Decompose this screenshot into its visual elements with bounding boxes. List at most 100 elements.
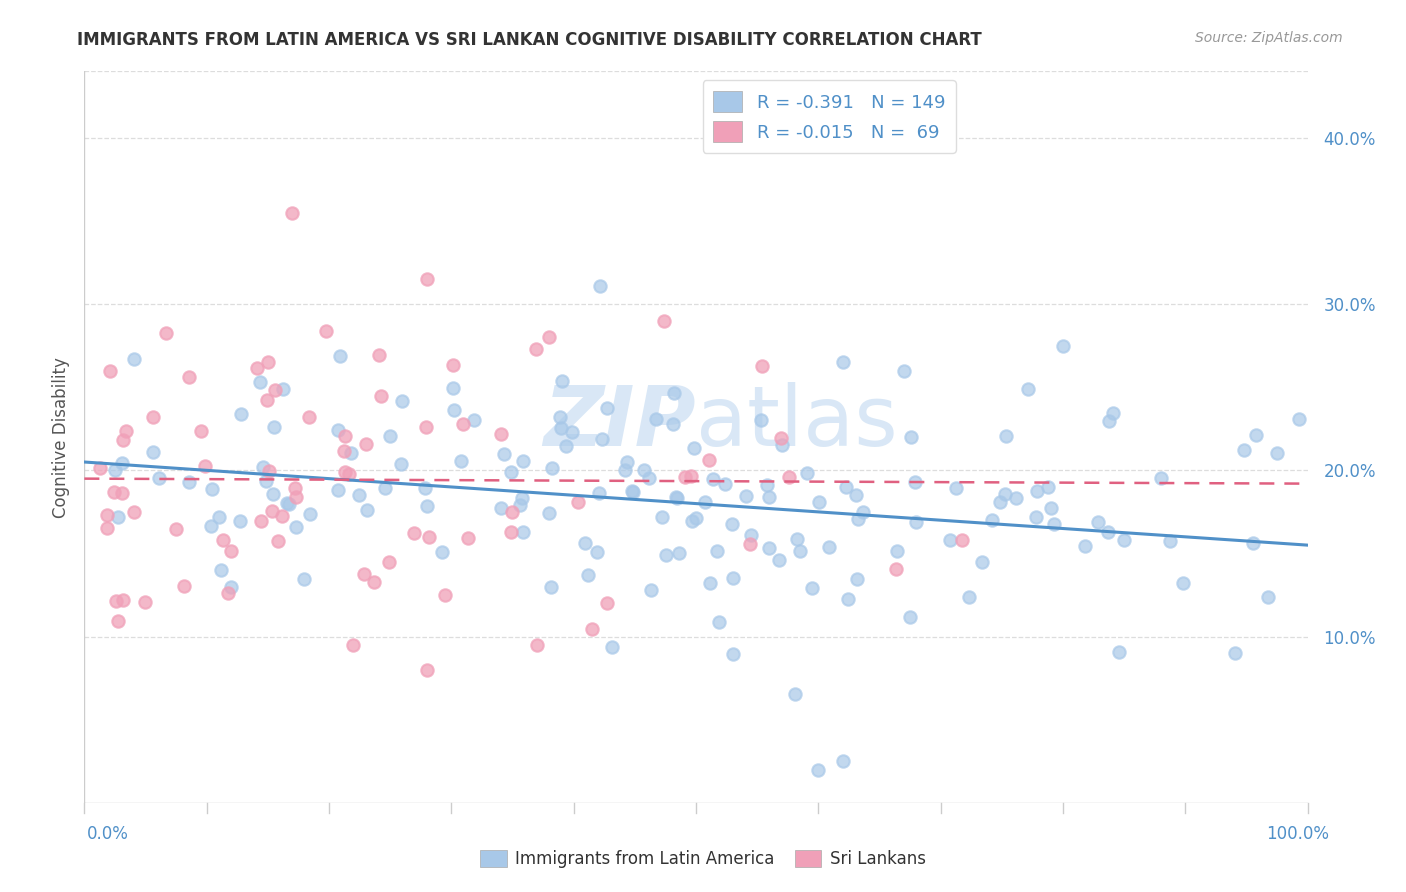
Point	[567, 495, 589, 509]
Point	[1025, 483, 1047, 498]
Point	[96, 521, 118, 535]
Point	[1039, 501, 1062, 516]
Point	[415, 419, 437, 434]
Point	[329, 349, 352, 363]
Point	[499, 525, 522, 540]
Point	[354, 437, 377, 451]
Point	[900, 430, 922, 444]
Point	[229, 514, 252, 528]
Point	[112, 593, 135, 607]
Point	[267, 534, 290, 549]
Point	[621, 484, 644, 499]
Point	[389, 457, 412, 471]
Point	[831, 754, 853, 768]
Point	[904, 515, 927, 529]
Point	[363, 574, 385, 589]
Point	[315, 324, 337, 338]
Y-axis label: Cognitive Disability: Cognitive Disability	[52, 357, 70, 517]
Point	[115, 424, 138, 438]
Point	[789, 544, 811, 558]
Point	[257, 465, 280, 479]
Point	[1265, 446, 1288, 460]
Point	[443, 403, 465, 417]
Point	[509, 498, 531, 512]
Point	[950, 533, 973, 548]
Point	[98, 364, 121, 378]
Point	[263, 420, 285, 434]
Point	[602, 640, 624, 655]
Point	[284, 490, 307, 504]
Point	[148, 471, 170, 485]
Point	[541, 461, 564, 475]
Point	[538, 330, 561, 344]
Point	[263, 383, 285, 397]
Point	[749, 413, 772, 427]
Point	[540, 580, 562, 594]
Point	[995, 429, 1018, 443]
Point	[524, 342, 547, 356]
Point	[298, 409, 321, 424]
Point	[633, 463, 655, 477]
Point	[349, 488, 371, 502]
Point	[845, 572, 868, 586]
Point	[107, 614, 129, 628]
Point	[335, 429, 357, 443]
Point	[699, 576, 721, 591]
Text: 100.0%: 100.0%	[1265, 825, 1329, 843]
Legend: Immigrants from Latin America, Sri Lankans: Immigrants from Latin America, Sri Lanka…	[474, 843, 932, 875]
Point	[988, 495, 1011, 509]
Point	[697, 452, 720, 467]
Point	[418, 530, 440, 544]
Point	[249, 375, 271, 389]
Point	[96, 508, 118, 522]
Point	[271, 382, 294, 396]
Point	[416, 272, 439, 286]
Point	[105, 593, 128, 607]
Point	[886, 543, 908, 558]
Point	[194, 458, 217, 473]
Text: ZIP: ZIP	[543, 382, 696, 463]
Point	[846, 512, 869, 526]
Point	[337, 467, 360, 481]
Point	[333, 465, 356, 479]
Point	[616, 455, 638, 469]
Point	[332, 444, 354, 458]
Point	[1098, 413, 1121, 427]
Point	[758, 541, 780, 555]
Point	[254, 475, 277, 489]
Point	[326, 423, 349, 437]
Point	[256, 392, 278, 407]
Point	[142, 445, 165, 459]
Point	[893, 363, 915, 377]
Point	[89, 461, 111, 475]
Point	[758, 491, 780, 505]
Point	[588, 279, 610, 293]
Point	[884, 562, 907, 576]
Point	[1246, 428, 1268, 442]
Point	[574, 536, 596, 550]
Point	[740, 528, 762, 542]
Point	[668, 546, 690, 560]
Point	[1150, 470, 1173, 484]
Point	[262, 504, 284, 518]
Point	[353, 566, 375, 581]
Point	[219, 544, 242, 558]
Point	[898, 610, 921, 624]
Point	[613, 463, 636, 477]
Point	[550, 410, 572, 425]
Point	[284, 519, 307, 533]
Point	[380, 429, 402, 443]
Point	[818, 541, 841, 555]
Point	[107, 509, 129, 524]
Point	[122, 505, 145, 519]
Point	[664, 490, 686, 504]
Point	[441, 381, 464, 395]
Point	[770, 432, 793, 446]
Point	[576, 568, 599, 582]
Point	[512, 524, 534, 539]
Point	[1108, 645, 1130, 659]
Point	[831, 355, 853, 369]
Point	[356, 503, 378, 517]
Point	[1025, 510, 1047, 524]
Point	[342, 638, 364, 652]
